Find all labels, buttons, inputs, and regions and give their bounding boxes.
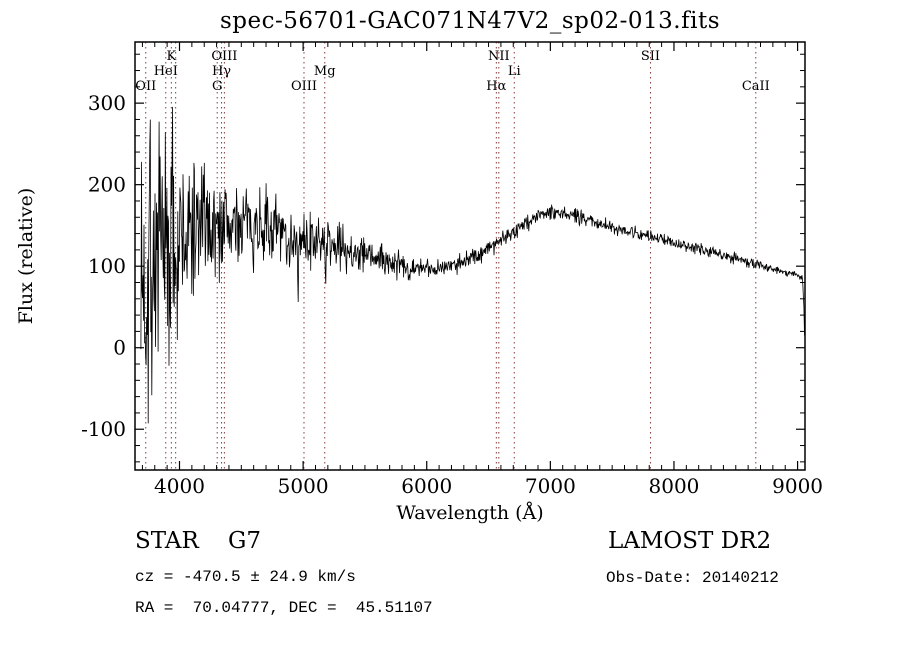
- y-tick-label: -100: [81, 417, 126, 441]
- spectral-line-label-HeI: HeI: [154, 64, 178, 79]
- ra-dec-coordinates: RA = 70.04777, DEC = 45.51107: [135, 599, 433, 617]
- survey-label: LAMOST DR2: [608, 528, 772, 554]
- classification-label: STAR G7: [135, 528, 262, 554]
- spectral-line-label-Li: Li: [508, 64, 521, 79]
- spectral-line-label-SII: SII: [641, 49, 660, 64]
- obs-date: Obs-Date: 20140212: [606, 569, 779, 587]
- spectral-line-label-CaII: CaII: [742, 79, 770, 94]
- x-tick-label: 5000: [278, 474, 329, 498]
- y-tick-label: 0: [113, 336, 126, 360]
- y-tick-label: 100: [88, 254, 126, 278]
- redshift-velocity: cz = -470.5 ± 24.9 km/s: [135, 568, 356, 586]
- spectral-line-label-OIII: OIII: [291, 79, 317, 94]
- spectral-line-label-OIII: OIII: [211, 49, 237, 64]
- x-tick-label: 4000: [154, 474, 205, 498]
- spectral-line-label-Hα: Hα: [486, 79, 506, 94]
- plot-title: spec-56701-GAC071N47V2_sp02-013.fits: [219, 8, 721, 34]
- x-tick-label: 6000: [401, 474, 452, 498]
- x-tick-label: 8000: [649, 474, 700, 498]
- spectral-line-label-G: G: [212, 79, 222, 94]
- plot-frame: [134, 41, 806, 471]
- spectral-line-label-K: K: [166, 49, 176, 64]
- spectrum-line: [140, 106, 805, 424]
- x-axis-label: Wavelength (Å): [396, 502, 543, 524]
- y-tick-label: 200: [88, 173, 126, 197]
- x-tick-label: 9000: [772, 474, 823, 498]
- spectral-line-label-Mg: Mg: [314, 64, 336, 79]
- x-tick-label: 7000: [525, 474, 576, 498]
- y-axis-label: Flux (relative): [15, 188, 37, 325]
- spectral-line-label-NII: NII: [488, 49, 510, 64]
- y-tick-label: 300: [88, 91, 126, 115]
- spectral-line-label-OII: OII: [135, 79, 156, 94]
- spectral-line-label-Hγ: Hγ: [212, 64, 231, 79]
